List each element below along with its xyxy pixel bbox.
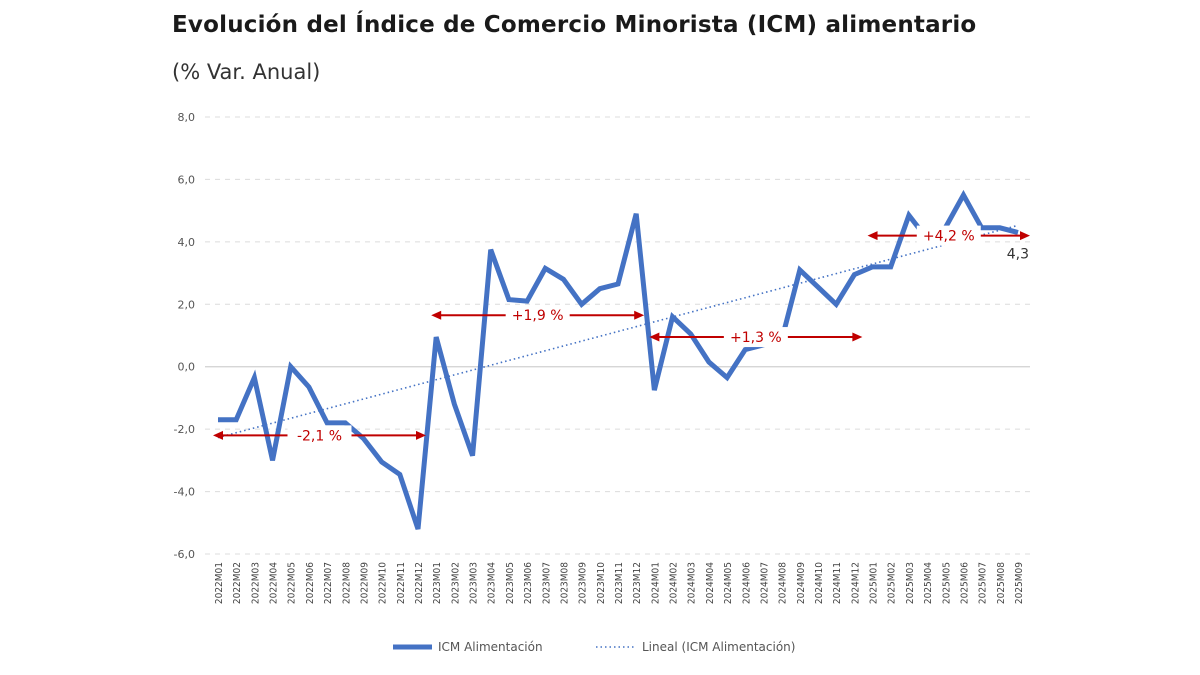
x-tick-label: 2023M06	[523, 562, 534, 604]
annotation-label: +4,2 %	[923, 229, 975, 245]
annotation-label-bg	[287, 425, 352, 446]
y-tick-label: 6,0	[178, 173, 196, 186]
x-tick-label: 2023M04	[487, 562, 498, 604]
x-tick-label: 2022M12	[414, 562, 425, 604]
x-tick-label: 2022M02	[232, 562, 243, 604]
x-tick-label: 2022M05	[287, 562, 298, 604]
x-tick-label: 2023M05	[505, 562, 516, 604]
x-tick-label: 2022M11	[396, 562, 407, 604]
x-tick-label: 2023M09	[578, 562, 589, 604]
legend-label: ICM Alimentación	[438, 640, 543, 654]
y-tick-label: 0,0	[178, 361, 196, 374]
annotation-arrow: +1,9 %	[431, 305, 645, 326]
data-label: 4,3	[1007, 246, 1029, 262]
x-tick-label: 2022M07	[323, 562, 334, 604]
annotation-arrow: +1,3 %	[649, 327, 863, 348]
x-tick-label: 2023M12	[632, 562, 643, 604]
annotation-label-bg	[916, 225, 981, 246]
x-tick-label: 2022M03	[250, 562, 261, 604]
x-tick-label: 2024M03	[687, 562, 698, 604]
x-tick-label: 2025M09	[1014, 562, 1025, 604]
annotation-arrow: -2,1 %	[213, 425, 426, 446]
y-tick-label: -6,0	[174, 548, 195, 561]
x-tick-label: 2024M04	[705, 562, 716, 604]
x-tick-label: 2025M03	[905, 562, 916, 604]
x-tick-label: 2025M07	[978, 562, 989, 604]
x-tick-label: 2024M12	[850, 562, 861, 604]
x-tick-label: 2023M11	[614, 562, 625, 604]
x-tick-label: 2022M04	[269, 562, 280, 604]
annotation-arrow: +4,2 %	[867, 225, 1030, 246]
x-tick-label: 2023M03	[469, 562, 480, 604]
annotation-label: -2,1 %	[297, 428, 342, 444]
x-tick-label: 2025M04	[923, 562, 934, 604]
x-tick-label: 2024M08	[778, 562, 789, 604]
chart-subtitle: (% Var. Anual)	[172, 60, 321, 84]
chart-title: Evolución del Índice de Comercio Minoris…	[172, 12, 977, 38]
x-tick-label: 2022M08	[341, 562, 352, 604]
x-tick-label: 2024M11	[832, 562, 843, 604]
x-tick-label: 2022M10	[378, 562, 389, 604]
x-tick-label: 2024M07	[759, 562, 770, 604]
y-tick-label: -4,0	[174, 486, 195, 499]
annotation-label: +1,9 %	[512, 308, 564, 324]
x-tick-label: 2023M07	[541, 562, 552, 604]
arrow-head-right-icon	[416, 430, 426, 440]
x-tick-label: 2024M09	[796, 562, 807, 604]
arrow-head-right-icon	[1020, 231, 1030, 241]
series-line-icm-alimentacion	[218, 189, 1019, 530]
arrow-head-right-icon	[852, 332, 863, 342]
x-tick-label: 2023M08	[559, 562, 570, 604]
x-tick-label: 2022M01	[214, 562, 225, 604]
x-tick-label: 2024M06	[741, 562, 752, 604]
x-tick-label: 2023M02	[450, 562, 461, 604]
arrow-head-left-icon	[867, 231, 878, 241]
arrow-head-left-icon	[431, 310, 442, 320]
annotation-label-bg	[723, 327, 788, 348]
x-tick-label: 2025M02	[887, 562, 898, 604]
x-tick-label: 2025M05	[941, 562, 952, 604]
annotation-label-bg	[505, 305, 570, 326]
legend-label: Lineal (ICM Alimentación)	[642, 640, 795, 654]
arrow-head-left-icon	[213, 430, 223, 440]
x-tick-label: 2023M10	[596, 562, 607, 604]
x-tick-label: 2023M01	[432, 562, 443, 604]
x-tick-label: 2025M06	[959, 562, 970, 604]
y-tick-label: 4,0	[178, 236, 196, 249]
y-tick-label: 2,0	[178, 298, 196, 311]
x-tick-label: 2024M10	[814, 562, 825, 604]
x-tick-label: 2022M06	[305, 562, 316, 604]
annotation-label: +1,3 %	[730, 330, 782, 346]
arrow-head-left-icon	[649, 332, 660, 342]
x-tick-label: 2024M05	[723, 562, 734, 604]
x-tick-label: 2025M01	[869, 562, 880, 604]
arrow-head-right-icon	[634, 310, 645, 320]
y-tick-label: -2,0	[174, 423, 195, 436]
x-tick-label: 2022M09	[359, 562, 370, 604]
x-tick-label: 2024M02	[669, 562, 680, 604]
y-tick-label: 8,0	[178, 111, 196, 124]
trendline	[217, 224, 1019, 439]
x-tick-label: 2024M01	[650, 562, 661, 604]
x-tick-label: 2025M08	[996, 562, 1007, 604]
